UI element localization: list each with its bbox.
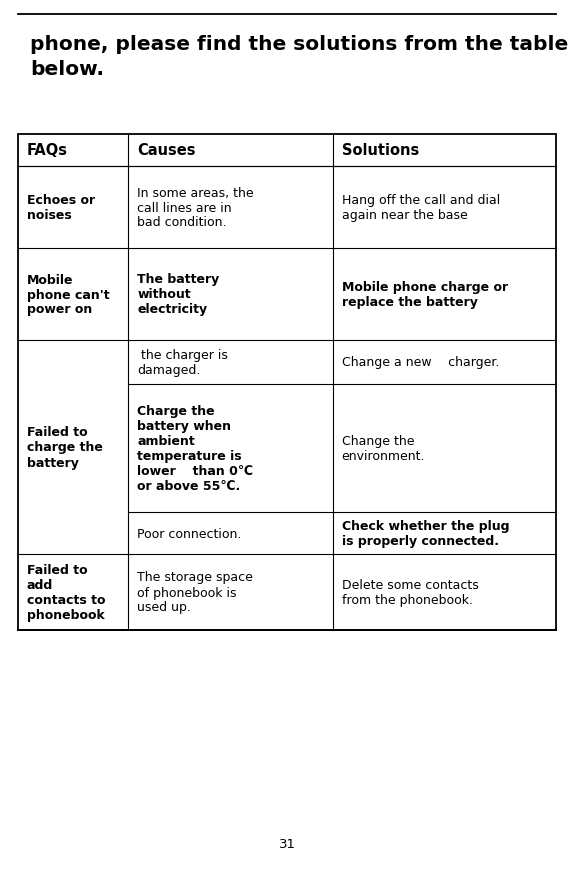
Text: Charge the
battery when
ambient
temperature is
lower  than 0℃
or above 55℃.: Charge the battery when ambient temperat…: [137, 405, 253, 493]
Text: phone, please find the solutions from the table
below.: phone, please find the solutions from th…: [30, 35, 568, 79]
Text: Poor connection.: Poor connection.: [137, 527, 242, 540]
Text: FAQs: FAQs: [27, 143, 68, 158]
Text: 31: 31: [278, 838, 296, 851]
Text: Failed to
charge the
battery: Failed to charge the battery: [27, 426, 103, 469]
Text: Hang off the call and dial
again near the base: Hang off the call and dial again near th…: [342, 194, 500, 222]
Text: the charger is
damaged.: the charger is damaged.: [137, 348, 228, 376]
Text: Failed to
add
contacts to
phonebook: Failed to add contacts to phonebook: [27, 563, 106, 621]
Text: In some areas, the
call lines are in
bad condition.: In some areas, the call lines are in bad…: [137, 186, 254, 229]
Text: Mobile
phone can't
power on: Mobile phone can't power on: [27, 273, 110, 316]
Text: Solutions: Solutions: [342, 143, 419, 158]
Text: Causes: Causes: [137, 143, 196, 158]
Text: Check whether the plug
is properly connected.: Check whether the plug is properly conne…: [342, 520, 509, 547]
Text: Change the
environment.: Change the environment.: [342, 434, 425, 462]
Text: Mobile phone charge or
replace the battery: Mobile phone charge or replace the batte…: [342, 281, 508, 308]
Text: Delete some contacts
from the phonebook.: Delete some contacts from the phonebook.: [342, 579, 479, 607]
Text: Echoes or
noises: Echoes or noises: [27, 194, 95, 222]
Bar: [18, 135, 556, 630]
Text: The storage space
of phonebook is
used up.: The storage space of phonebook is used u…: [137, 571, 253, 614]
Text: Change a new  charger.: Change a new charger.: [342, 356, 499, 369]
Text: The battery
without
electricity: The battery without electricity: [137, 273, 219, 316]
